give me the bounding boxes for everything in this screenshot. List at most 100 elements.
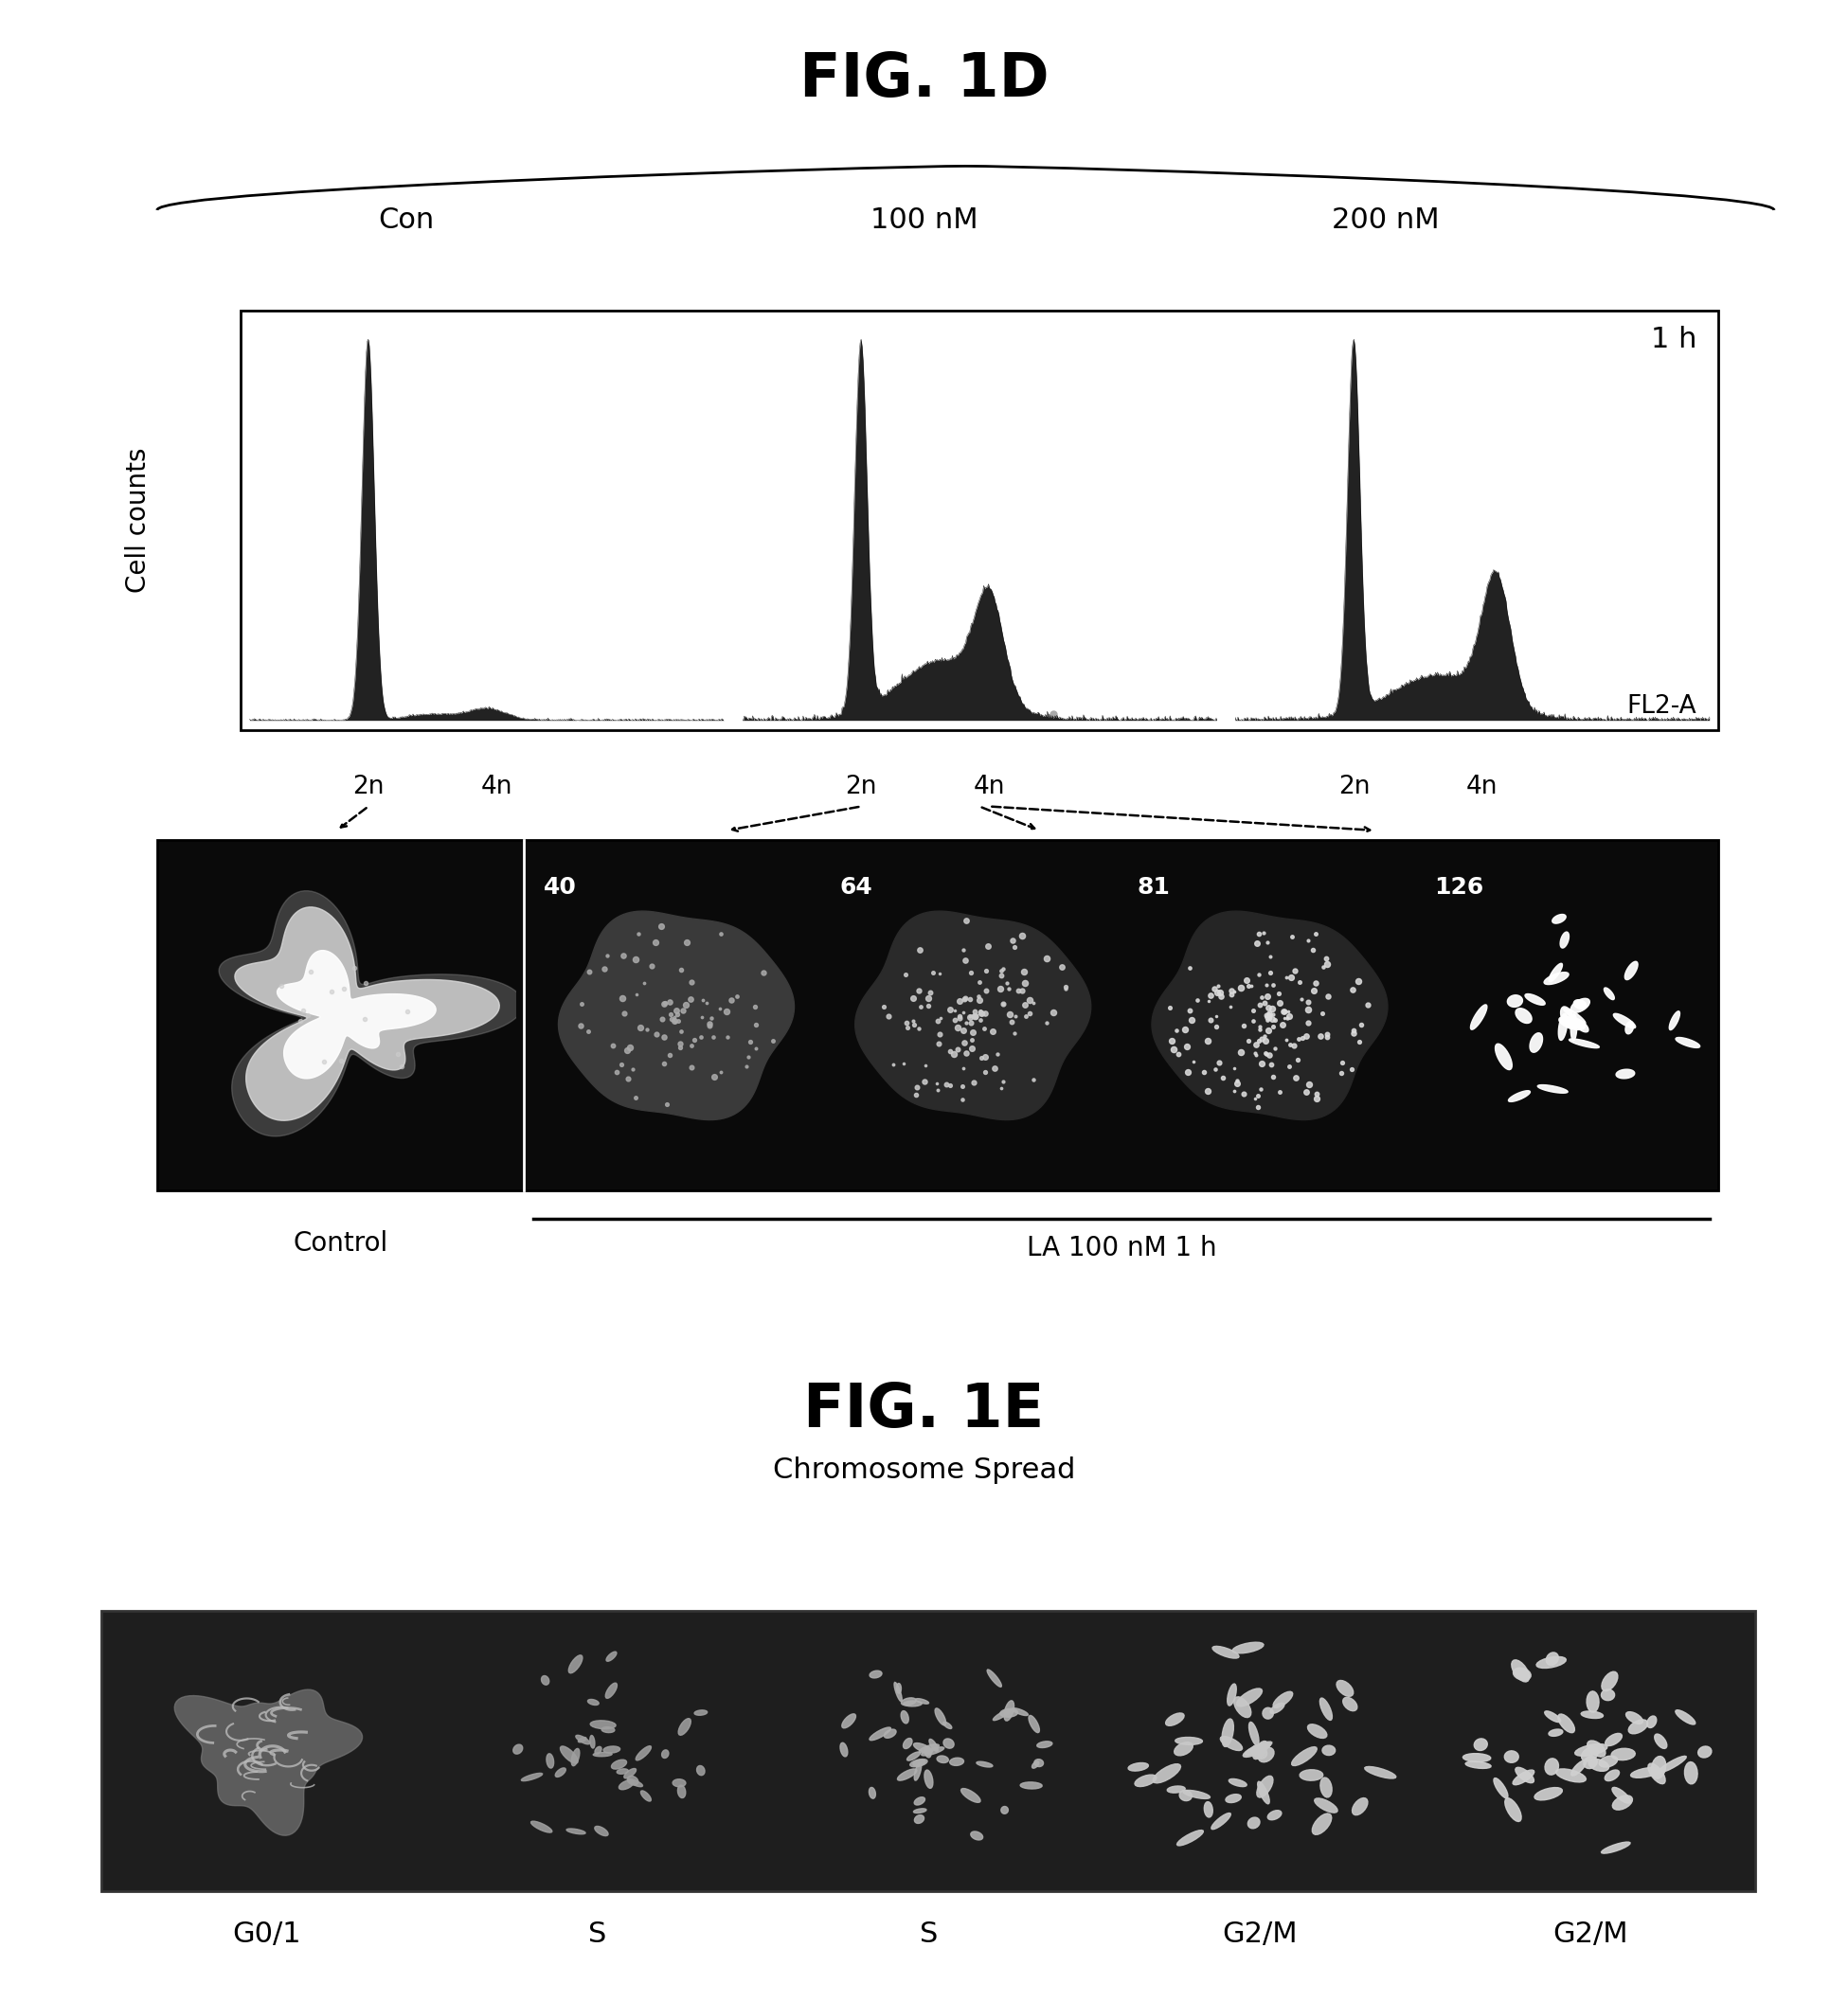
- Text: G0/1: G0/1: [233, 1921, 301, 1949]
- Polygon shape: [1249, 1723, 1258, 1745]
- Polygon shape: [1545, 1759, 1558, 1775]
- Polygon shape: [1003, 1701, 1015, 1721]
- Polygon shape: [606, 1683, 617, 1699]
- Polygon shape: [1512, 1661, 1530, 1683]
- Polygon shape: [937, 1755, 948, 1763]
- Polygon shape: [1168, 1787, 1185, 1793]
- Polygon shape: [918, 1745, 939, 1753]
- Polygon shape: [1587, 1741, 1606, 1757]
- Polygon shape: [619, 1781, 634, 1789]
- Polygon shape: [1525, 994, 1545, 1005]
- Polygon shape: [1552, 914, 1565, 922]
- Polygon shape: [174, 1689, 362, 1835]
- Polygon shape: [1652, 1757, 1665, 1779]
- Polygon shape: [1273, 1691, 1294, 1707]
- Polygon shape: [924, 1771, 933, 1789]
- Polygon shape: [987, 1669, 1002, 1687]
- Polygon shape: [913, 1743, 933, 1753]
- Polygon shape: [1514, 1667, 1530, 1681]
- Text: 4n: 4n: [974, 774, 1005, 798]
- Polygon shape: [560, 1747, 578, 1763]
- Polygon shape: [625, 1769, 636, 1779]
- Text: 126: 126: [1434, 876, 1484, 898]
- Polygon shape: [554, 1769, 565, 1777]
- Polygon shape: [567, 1829, 586, 1835]
- Polygon shape: [1135, 1775, 1157, 1787]
- Polygon shape: [1658, 1757, 1685, 1773]
- Polygon shape: [1626, 1021, 1634, 1035]
- Polygon shape: [1504, 1751, 1519, 1763]
- Polygon shape: [1151, 910, 1388, 1121]
- Polygon shape: [612, 1759, 626, 1769]
- Polygon shape: [1029, 1715, 1039, 1733]
- Polygon shape: [1258, 1747, 1273, 1763]
- Polygon shape: [1471, 1005, 1488, 1031]
- Polygon shape: [641, 1791, 650, 1801]
- Polygon shape: [1534, 1787, 1562, 1801]
- Polygon shape: [514, 1745, 523, 1755]
- Polygon shape: [1166, 1713, 1185, 1725]
- Polygon shape: [1611, 1787, 1630, 1803]
- Polygon shape: [1225, 1795, 1242, 1803]
- Polygon shape: [894, 1683, 902, 1701]
- Text: 81: 81: [1137, 876, 1170, 898]
- Polygon shape: [695, 1711, 708, 1715]
- Polygon shape: [1602, 1671, 1617, 1691]
- Polygon shape: [673, 1779, 686, 1787]
- Text: LA 100 nM 1 h: LA 100 nM 1 h: [1026, 1235, 1216, 1261]
- Polygon shape: [915, 1763, 922, 1781]
- Polygon shape: [1569, 1039, 1599, 1049]
- Polygon shape: [1183, 1791, 1210, 1799]
- Polygon shape: [606, 1651, 617, 1661]
- Polygon shape: [577, 1735, 590, 1745]
- Polygon shape: [922, 1747, 944, 1755]
- Polygon shape: [697, 1765, 704, 1775]
- Polygon shape: [1314, 1799, 1338, 1813]
- Polygon shape: [1270, 1703, 1284, 1713]
- Polygon shape: [1571, 1015, 1576, 1041]
- Polygon shape: [841, 1743, 848, 1757]
- Polygon shape: [1676, 1037, 1700, 1049]
- Polygon shape: [1257, 1781, 1270, 1803]
- Polygon shape: [1475, 1739, 1488, 1751]
- Text: 4n: 4n: [480, 774, 512, 798]
- Polygon shape: [1464, 1753, 1491, 1763]
- Polygon shape: [907, 1753, 920, 1761]
- Polygon shape: [1654, 1735, 1667, 1749]
- Polygon shape: [1615, 1069, 1635, 1079]
- Text: 1 h: 1 h: [1650, 326, 1696, 354]
- Polygon shape: [1560, 932, 1569, 948]
- Polygon shape: [530, 1821, 553, 1833]
- Polygon shape: [915, 1815, 924, 1823]
- Polygon shape: [1000, 1709, 1018, 1717]
- FancyBboxPatch shape: [157, 840, 1719, 1191]
- Polygon shape: [1613, 1015, 1635, 1029]
- Polygon shape: [950, 1757, 965, 1765]
- Polygon shape: [843, 1713, 856, 1729]
- Polygon shape: [961, 1789, 979, 1803]
- Polygon shape: [1336, 1681, 1353, 1697]
- Polygon shape: [1257, 1777, 1273, 1797]
- Polygon shape: [277, 950, 436, 1079]
- Polygon shape: [1599, 1755, 1617, 1767]
- Text: FL2-A: FL2-A: [1626, 694, 1696, 718]
- Polygon shape: [1002, 1807, 1009, 1813]
- Polygon shape: [1604, 988, 1615, 1000]
- Polygon shape: [1020, 1783, 1042, 1789]
- Text: 2n: 2n: [1338, 774, 1369, 798]
- Polygon shape: [1319, 1699, 1332, 1721]
- Polygon shape: [1604, 1771, 1619, 1781]
- Polygon shape: [1308, 1725, 1327, 1739]
- Polygon shape: [1244, 1743, 1270, 1757]
- Polygon shape: [1571, 998, 1589, 1013]
- Polygon shape: [909, 1759, 928, 1767]
- Polygon shape: [1545, 972, 1569, 984]
- Polygon shape: [678, 1785, 686, 1799]
- Polygon shape: [1630, 1767, 1660, 1777]
- Text: 2n: 2n: [845, 774, 878, 798]
- Polygon shape: [915, 1699, 930, 1703]
- Polygon shape: [1037, 1741, 1052, 1747]
- Polygon shape: [935, 1709, 946, 1725]
- Polygon shape: [541, 1675, 549, 1685]
- Polygon shape: [1253, 1741, 1268, 1759]
